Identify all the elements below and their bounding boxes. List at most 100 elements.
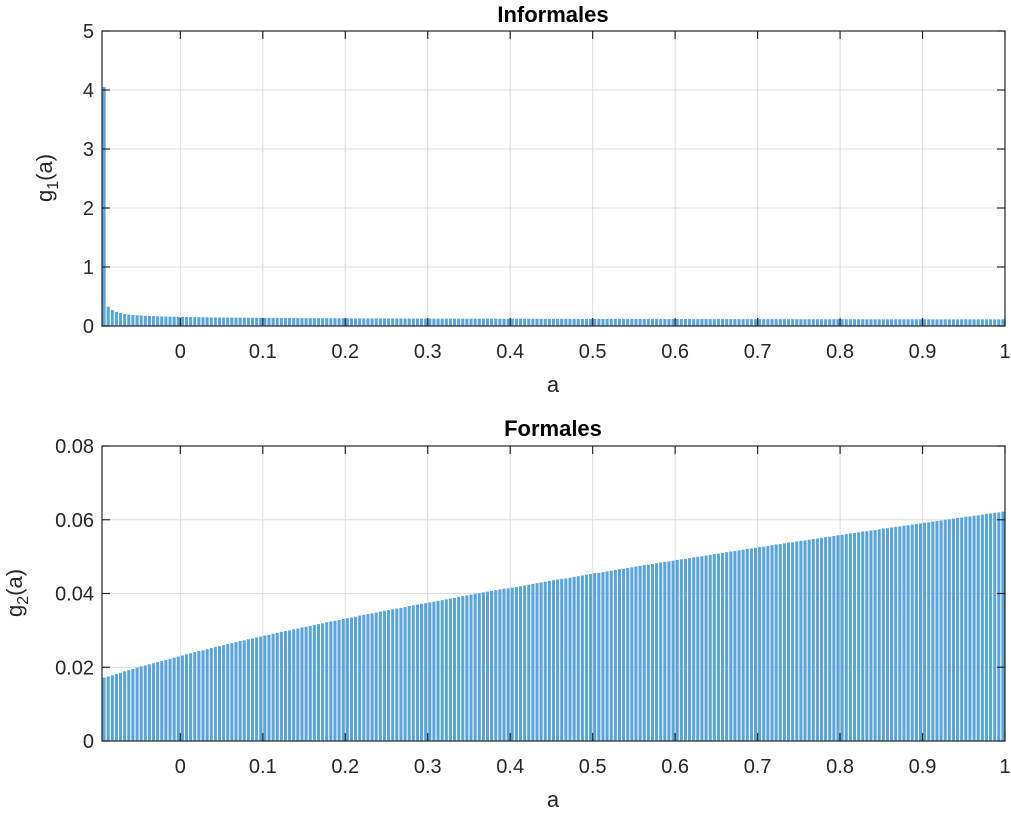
bar	[551, 318, 556, 326]
bar	[749, 319, 753, 326]
bar	[238, 317, 242, 326]
bar	[766, 319, 770, 326]
bar	[646, 319, 650, 326]
bar	[910, 524, 914, 741]
bar	[721, 319, 725, 326]
bar	[189, 317, 193, 326]
bar	[906, 525, 910, 741]
bar	[572, 318, 576, 326]
bar	[366, 614, 370, 741]
bar	[432, 318, 436, 327]
bar	[976, 515, 980, 741]
bar	[1001, 511, 1005, 741]
bar	[217, 317, 222, 326]
x-tick-label: 0.2	[331, 756, 359, 778]
bar	[279, 318, 283, 326]
bar	[477, 318, 481, 326]
bar	[725, 319, 729, 326]
bar	[246, 317, 250, 326]
bar	[819, 319, 824, 326]
bar	[387, 610, 391, 741]
bar	[267, 634, 271, 741]
x-tick-label: 0.3	[414, 756, 442, 778]
bar	[127, 670, 131, 741]
bar	[259, 317, 263, 326]
bar	[300, 627, 304, 741]
bar	[378, 318, 382, 326]
bar	[255, 317, 259, 326]
bar	[556, 318, 560, 326]
bar	[531, 318, 535, 326]
bar	[935, 520, 939, 741]
bar	[857, 532, 861, 741]
bar	[819, 537, 824, 741]
bar	[605, 571, 609, 742]
bar	[597, 318, 601, 326]
bar	[943, 319, 947, 326]
bar	[333, 620, 337, 741]
y-axis-label-formales: g2(a)	[2, 569, 32, 617]
bar	[535, 583, 539, 741]
bar	[403, 318, 407, 326]
bar	[176, 316, 180, 326]
bar	[440, 600, 444, 741]
bar	[931, 319, 935, 326]
bar	[481, 318, 485, 326]
bar	[617, 569, 622, 741]
x-tick-label: 0.4	[496, 341, 524, 363]
bar	[972, 515, 976, 741]
bar	[321, 318, 325, 326]
x-tick-label: 0.6	[661, 756, 689, 778]
bar	[721, 552, 725, 741]
bar	[543, 318, 547, 326]
bar	[494, 318, 498, 326]
bar	[993, 512, 997, 741]
bar	[288, 318, 292, 326]
x-tick-label: 0.5	[579, 341, 607, 363]
bar	[490, 590, 494, 741]
y-tick-label: 0	[83, 731, 94, 753]
bar	[568, 318, 572, 326]
bar	[527, 318, 531, 326]
bar	[358, 615, 362, 742]
bar	[840, 319, 844, 326]
bar	[527, 584, 531, 741]
bar	[865, 319, 869, 326]
bar	[795, 541, 799, 741]
bar	[321, 623, 325, 741]
bar	[890, 527, 894, 741]
bar	[387, 318, 391, 326]
bar	[296, 318, 300, 326]
grid-informales	[102, 30, 1006, 327]
bar	[964, 319, 968, 326]
bar	[778, 544, 782, 741]
bar	[131, 669, 135, 741]
bar	[910, 319, 914, 326]
bar	[485, 591, 490, 741]
bar	[415, 604, 419, 741]
bar	[745, 548, 749, 741]
bar	[197, 651, 201, 741]
bar	[172, 316, 176, 326]
bar	[758, 547, 762, 741]
bar	[518, 318, 523, 326]
bar	[1001, 319, 1005, 326]
bar	[370, 318, 374, 326]
bar	[712, 319, 716, 326]
bar	[852, 533, 857, 741]
bar	[518, 586, 523, 742]
bar	[622, 318, 626, 326]
y-tick-label: 4	[83, 80, 94, 102]
bar	[205, 649, 209, 741]
bar	[551, 580, 556, 741]
bar	[147, 315, 151, 326]
bar	[201, 650, 205, 741]
bar	[584, 318, 589, 326]
bar	[308, 625, 312, 741]
bar	[960, 517, 964, 741]
bar	[267, 317, 271, 326]
bar	[968, 516, 972, 741]
bar	[304, 626, 308, 741]
bar	[420, 603, 424, 741]
bar	[473, 593, 477, 741]
